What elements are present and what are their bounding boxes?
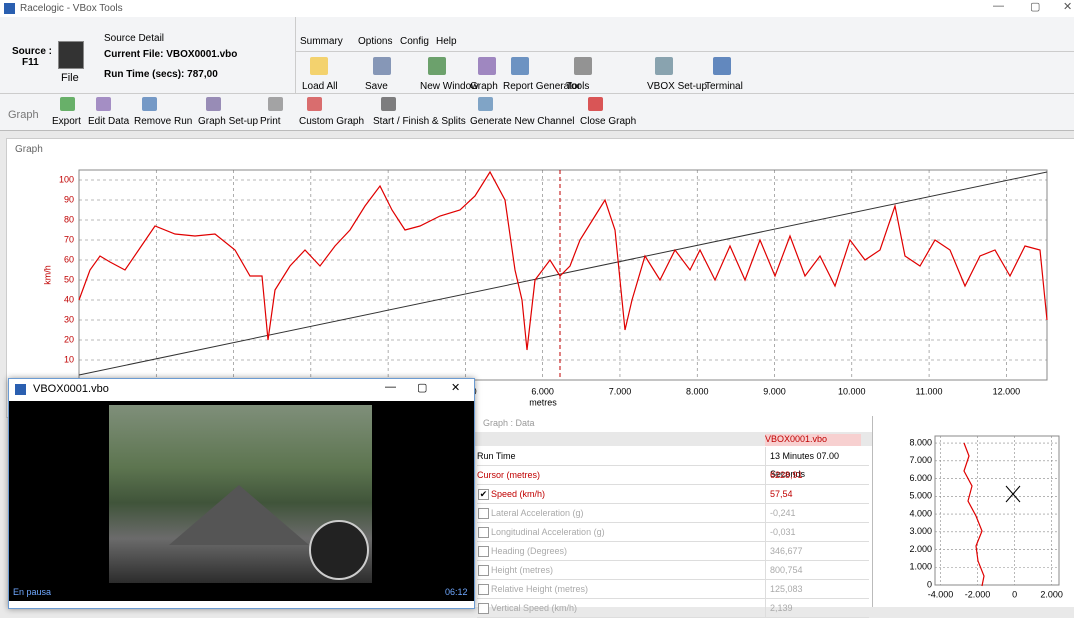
y-tick-label: 20 xyxy=(64,334,74,344)
map-y-tick-label: 7.000 xyxy=(909,455,932,465)
map-y-tick-label: 3.000 xyxy=(909,526,932,536)
y-tick-label: 50 xyxy=(64,274,74,284)
data-panel: Graph : Data VBOX0001.vbo Run Time13 Min… xyxy=(472,416,873,607)
checkbox[interactable] xyxy=(478,508,489,519)
y-tick-label: 10 xyxy=(64,354,74,364)
y-tick-label: 100 xyxy=(59,174,74,184)
y-axis-label: km/h xyxy=(42,265,52,285)
y-tick-label: 80 xyxy=(64,214,74,224)
checkbox[interactable]: ✔ xyxy=(478,489,489,500)
row-value: 125,083 xyxy=(765,580,803,598)
x-tick-label: 12.000 xyxy=(993,386,1021,396)
map-y-tick-label: 8.000 xyxy=(909,437,932,447)
table-row: Vertical Speed (km/h) 2,139 xyxy=(477,599,869,618)
video-window: VBOX0001.vbo — ▢ ✕ En pausa 06:12 xyxy=(8,378,475,609)
row-label: Lateral Acceleration (g) xyxy=(491,504,584,522)
x-tick-label: 11.000 xyxy=(916,386,943,396)
checkbox[interactable] xyxy=(478,565,489,576)
checkbox[interactable] xyxy=(478,527,489,538)
table-row: Heading (Degrees) 346,677 xyxy=(477,542,869,561)
x-tick-label: 6.000 xyxy=(531,386,554,396)
map-y-tick-label: 5.000 xyxy=(909,491,932,501)
x-axis-label: metres xyxy=(529,397,557,407)
map-x-tick-label: 0 xyxy=(1012,589,1017,599)
table-row: Relative Height (metres) 125,083 xyxy=(477,580,869,599)
table-row: Lateral Acceleration (g) -0,241 xyxy=(477,504,869,523)
y-tick-label: 70 xyxy=(64,234,74,244)
map-y-tick-label: 0 xyxy=(927,579,932,589)
map-y-tick-label: 6.000 xyxy=(909,473,932,483)
table-row: Height (metres) 800,754 xyxy=(477,561,869,580)
video-icon xyxy=(15,384,26,395)
x-tick-label: 9.000 xyxy=(763,386,786,396)
row-value: 346,677 xyxy=(765,542,803,560)
video-status: En pausa xyxy=(13,587,51,597)
row-label: Speed (km/h) xyxy=(491,485,545,503)
y-tick-label: 40 xyxy=(64,294,74,304)
table-header: VBOX0001.vbo xyxy=(473,432,873,446)
row-value: -0,241 xyxy=(765,504,796,522)
checkbox[interactable] xyxy=(478,603,489,614)
table-row: Cursor (metres) 6228,91 xyxy=(477,466,869,485)
checkbox[interactable] xyxy=(478,546,489,557)
x-tick-label: 10.000 xyxy=(838,386,866,396)
row-label: Vertical Speed (km/h) xyxy=(491,599,577,617)
row-label: Height (metres) xyxy=(491,561,553,579)
table-row: Longitudinal Acceleration (g) -0,031 xyxy=(477,523,869,542)
checkbox[interactable] xyxy=(478,584,489,595)
video-title: VBOX0001.vbo xyxy=(33,383,109,395)
map-plot-area xyxy=(935,436,1059,585)
x-tick-label: 7.000 xyxy=(609,386,632,396)
column-header: VBOX0001.vbo xyxy=(765,434,861,446)
y-tick-label: 30 xyxy=(64,314,74,324)
row-label: Heading (Degrees) xyxy=(491,542,567,560)
video-frame xyxy=(109,405,372,583)
map-x-tick-label: -4.000 xyxy=(928,589,954,599)
video-minimize[interactable]: — xyxy=(385,381,396,393)
speedo xyxy=(309,520,369,580)
row-label: Run Time xyxy=(477,447,516,465)
data-panel-title: Graph : Data xyxy=(483,418,535,428)
map-x-tick-label: -2.000 xyxy=(965,589,991,599)
page: Racelogic - VBox Tools — ▢ ✕ Source : F1… xyxy=(0,0,1074,607)
y-tick-label: 60 xyxy=(64,254,74,264)
video-close[interactable]: ✕ xyxy=(451,381,460,394)
row-value: 57,54 xyxy=(765,485,793,503)
map-y-tick-label: 4.000 xyxy=(909,508,932,518)
track-map: 0 1.000 2.000 3.000 4.000 5.000 6.000 7.000 8.00… xyxy=(872,416,1074,607)
row-value: 6228,91 xyxy=(765,466,803,484)
row-label: Cursor (metres) xyxy=(477,466,540,484)
video-area: En pausa 06:12 xyxy=(9,401,474,601)
map-y-tick-label: 1.000 xyxy=(909,562,932,572)
row-label: Relative Height (metres) xyxy=(491,580,588,598)
x-tick-label: 8.000 xyxy=(686,386,709,396)
table-body: Run Time13 Minutes 07.00 SecondsCursor (… xyxy=(477,447,873,607)
row-value: 2,139 xyxy=(765,599,793,617)
row-value: -0,031 xyxy=(765,523,796,541)
row-value: 800,754 xyxy=(765,561,803,579)
road xyxy=(169,485,309,545)
row-label: Longitudinal Acceleration (g) xyxy=(491,523,605,541)
video-time: 06:12 xyxy=(445,587,468,597)
video-maximize[interactable]: ▢ xyxy=(417,381,427,394)
map-x-tick-label: 2.000 xyxy=(1040,589,1063,599)
plot-area xyxy=(79,170,1047,380)
table-row: ✔Speed (km/h) 57,54 xyxy=(477,485,869,504)
y-tick-label: 90 xyxy=(64,194,74,204)
graph: 1020304050607080901001.0002.0003.0004.00… xyxy=(0,0,1074,420)
map-y-tick-label: 2.000 xyxy=(909,544,932,554)
